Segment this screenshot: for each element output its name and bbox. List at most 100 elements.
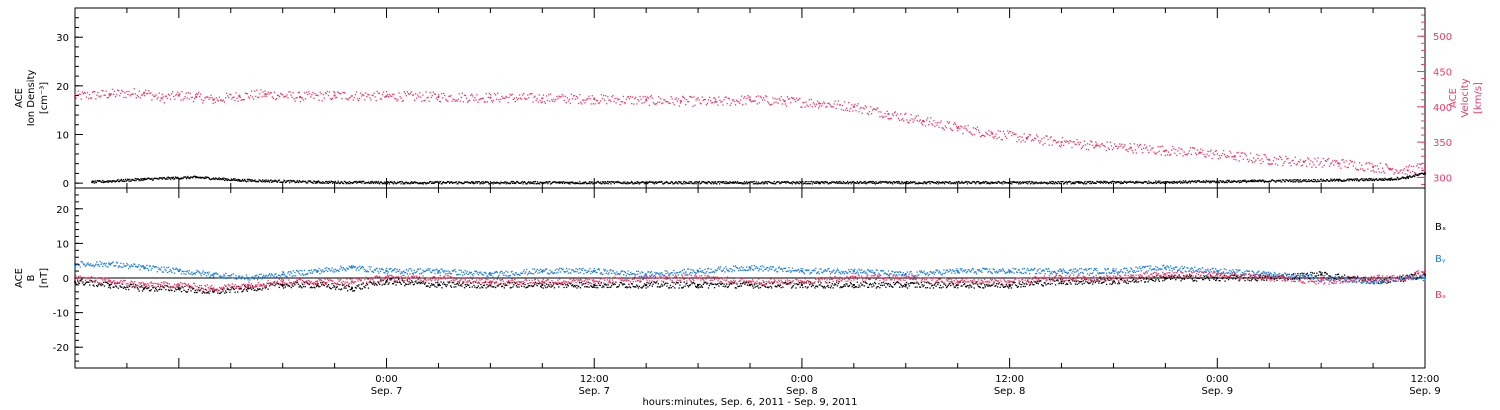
velocity-sample xyxy=(524,97,526,99)
density-sample xyxy=(1339,179,1342,181)
bx-sample xyxy=(451,281,454,284)
density-sample xyxy=(1215,182,1217,184)
bx-sample xyxy=(1292,273,1295,275)
density-sample xyxy=(494,182,496,184)
density-sample xyxy=(257,181,259,183)
density-sample xyxy=(813,181,815,183)
density-sample xyxy=(673,182,676,184)
bx-sample xyxy=(1336,273,1339,276)
density-sample xyxy=(549,180,551,183)
density-sample xyxy=(752,181,754,183)
velocity-sample xyxy=(696,98,698,100)
density-sample xyxy=(1255,180,1257,182)
density-sample xyxy=(106,180,109,182)
velocity-sample xyxy=(448,95,450,97)
bx-sample xyxy=(484,281,486,283)
bx-sample xyxy=(1048,278,1051,281)
density-sample xyxy=(986,182,988,185)
velocity-sample xyxy=(1038,140,1040,142)
density-sample xyxy=(1137,182,1139,184)
velocity-sample xyxy=(1058,145,1061,147)
bx-sample xyxy=(915,282,917,284)
bx-sample xyxy=(1197,277,1199,279)
bx-sample xyxy=(119,285,121,287)
bx-sample xyxy=(1063,281,1065,283)
density-sample xyxy=(601,181,604,183)
density-sample xyxy=(291,180,294,182)
density-sample xyxy=(1061,181,1063,183)
velocity-sample xyxy=(680,100,683,102)
velocity-sample xyxy=(411,94,414,96)
velocity-sample xyxy=(327,94,330,97)
density-sample xyxy=(1177,181,1179,183)
density-sample xyxy=(1121,181,1124,184)
density-sample xyxy=(1238,180,1240,182)
density-sample xyxy=(171,176,173,179)
velocity-sample xyxy=(1144,144,1146,146)
density-sample xyxy=(1180,181,1183,183)
bx-sample xyxy=(596,284,598,287)
density-sample xyxy=(820,181,823,183)
bx-sample xyxy=(805,281,807,283)
bx-sample xyxy=(1088,282,1090,285)
density-sample xyxy=(839,182,841,185)
bx-sample xyxy=(833,284,835,286)
density-sample xyxy=(214,177,217,179)
density-sample xyxy=(778,181,780,183)
density-sample xyxy=(408,183,411,185)
bx-sample xyxy=(711,283,713,285)
bx-sample xyxy=(1118,281,1120,283)
density-sample xyxy=(439,181,441,183)
bx-sample xyxy=(532,285,534,288)
velocity-sample xyxy=(341,98,343,100)
bx-sample xyxy=(1165,278,1167,280)
velocity-sample xyxy=(588,95,590,97)
velocity-sample xyxy=(1207,150,1209,153)
velocity-sample xyxy=(87,97,90,100)
bx-sample xyxy=(83,284,85,286)
bx-sample xyxy=(715,284,717,286)
density-sample xyxy=(826,181,829,184)
velocity-sample xyxy=(781,103,783,105)
density-sample xyxy=(824,180,827,183)
velocity-sample xyxy=(1378,171,1381,173)
bx-sample xyxy=(1420,277,1423,279)
density-sample xyxy=(1160,181,1162,184)
velocity-sample xyxy=(1402,169,1404,171)
velocity-sample xyxy=(1343,161,1345,163)
density-sample xyxy=(268,181,271,183)
density-sample xyxy=(1135,181,1138,184)
bx-sample xyxy=(330,288,332,290)
density-sample xyxy=(428,182,430,184)
bx-sample xyxy=(494,286,497,289)
density-sample xyxy=(163,177,166,179)
bx-sample xyxy=(269,285,271,287)
velocity-sample xyxy=(700,103,702,105)
velocity-sample xyxy=(966,129,968,131)
density-sample xyxy=(714,182,716,184)
velocity-sample xyxy=(1292,159,1294,161)
density-sample xyxy=(1347,178,1349,180)
velocity-sample xyxy=(683,97,686,99)
bx-sample xyxy=(1424,275,1426,277)
velocity-sample xyxy=(148,90,150,92)
velocity-sample xyxy=(1206,153,1208,155)
density-sample xyxy=(349,181,352,184)
velocity-sample xyxy=(1079,141,1081,144)
density-sample xyxy=(936,181,938,183)
velocity-sample xyxy=(730,102,733,104)
density-sample xyxy=(1030,182,1032,184)
velocity-sample xyxy=(1270,163,1273,165)
density-sample xyxy=(446,181,448,184)
density-sample xyxy=(637,181,640,183)
density-sample xyxy=(1002,180,1005,183)
density-sample xyxy=(1164,180,1167,183)
density-sample xyxy=(169,177,171,179)
velocity-sample xyxy=(1357,169,1360,171)
velocity-sample xyxy=(390,95,392,97)
velocity-sample xyxy=(957,130,959,132)
velocity-sample xyxy=(345,97,347,100)
velocity-sample xyxy=(881,115,883,117)
bx-sample xyxy=(821,285,823,287)
velocity-sample xyxy=(1122,147,1124,149)
